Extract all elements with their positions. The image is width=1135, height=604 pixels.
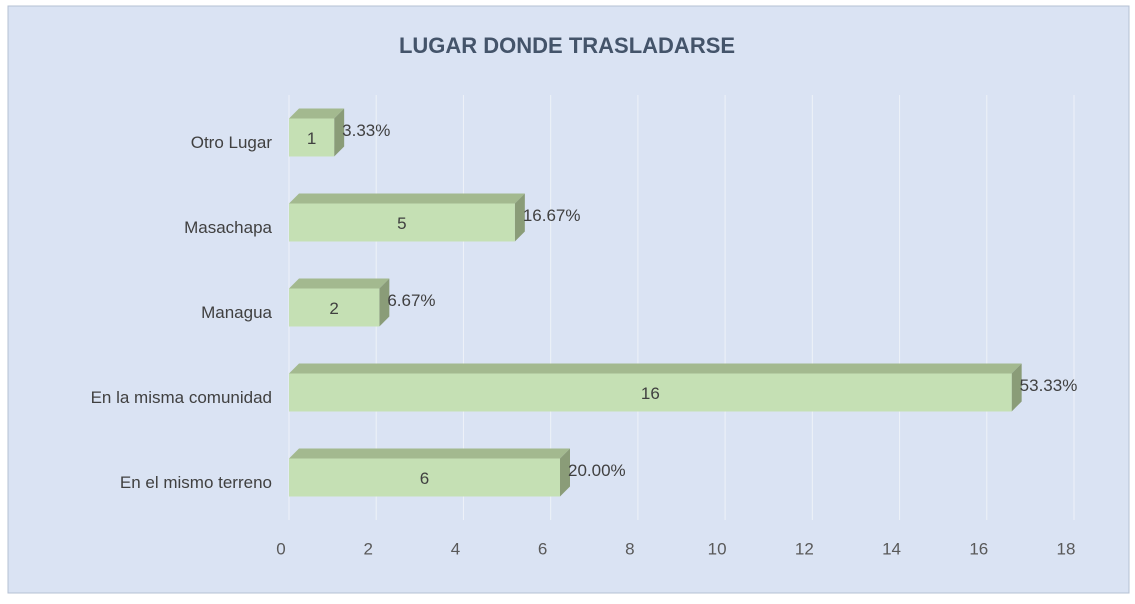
y-tick-label: En la misma comunidad xyxy=(91,388,272,407)
bar xyxy=(289,458,560,497)
x-tick-label: 18 xyxy=(1057,539,1076,558)
value-label: 6 xyxy=(420,469,429,488)
bar-top xyxy=(289,363,1022,374)
percent-label: 20.00% xyxy=(568,461,626,480)
x-tick-label: 10 xyxy=(708,539,727,558)
bar xyxy=(289,118,335,157)
bar-top xyxy=(289,108,345,119)
x-tick-label: 0 xyxy=(276,539,285,558)
bar-top xyxy=(289,193,525,204)
bar xyxy=(289,288,380,327)
percent-label: 3.33% xyxy=(342,121,390,140)
percent-label: 6.67% xyxy=(387,291,435,310)
bar-side xyxy=(560,448,570,497)
chart-background xyxy=(7,5,1130,594)
value-label: 16 xyxy=(641,384,660,403)
percent-label: 53.33% xyxy=(1020,376,1078,395)
bar-side xyxy=(379,278,390,327)
value-label: 5 xyxy=(397,214,406,233)
bar-side xyxy=(1011,363,1022,412)
x-tick-label: 6 xyxy=(538,539,547,558)
percent-label: 16.67% xyxy=(523,206,581,225)
bar xyxy=(289,203,515,242)
x-tick-label: 14 xyxy=(882,539,901,558)
value-label: 1 xyxy=(307,129,316,148)
x-tick-label: 16 xyxy=(969,539,988,558)
bar-top xyxy=(289,278,390,289)
x-tick-label: 8 xyxy=(625,539,634,558)
value-label: 2 xyxy=(329,299,338,318)
y-tick-label: Masachapa xyxy=(184,218,272,237)
x-tick-label: 2 xyxy=(363,539,372,558)
y-tick-label: Managua xyxy=(201,303,272,322)
bar-side xyxy=(514,193,525,242)
y-tick-label: Otro Lugar xyxy=(191,133,273,152)
x-tick-label: 4 xyxy=(451,539,460,558)
bar-top xyxy=(289,448,570,459)
bar-side xyxy=(334,108,345,157)
bar xyxy=(289,373,1012,412)
chart-title: LUGAR DONDE TRASLADARSE xyxy=(399,33,735,58)
y-tick-label: En el mismo terreno xyxy=(120,473,272,492)
x-tick-label: 12 xyxy=(795,539,814,558)
